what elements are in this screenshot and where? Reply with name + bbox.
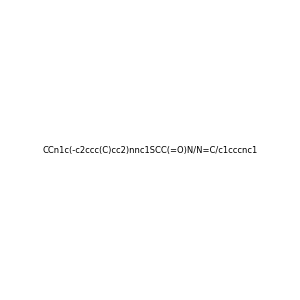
- Text: CCn1c(-c2ccc(C)cc2)nnc1SCC(=O)N/N=C/c1cccnc1: CCn1c(-c2ccc(C)cc2)nnc1SCC(=O)N/N=C/c1cc…: [42, 146, 258, 154]
